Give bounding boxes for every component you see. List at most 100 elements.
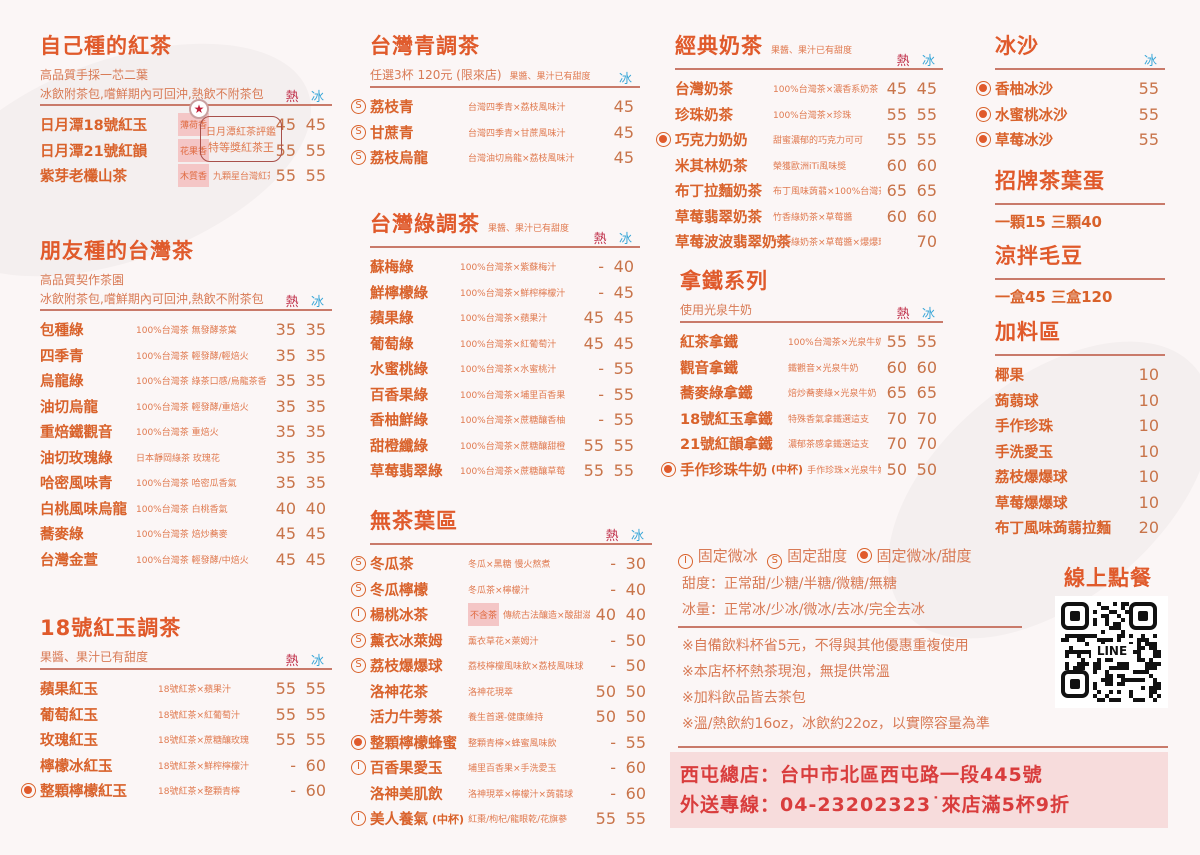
menu-item[interactable]: 紅茶拿鐵 100%台灣茶×光泉牛奶 55 55 — [680, 329, 943, 355]
menu-item[interactable]: 蘇梅綠 100%台灣茶×紫蘇梅汁 -40 — [370, 254, 640, 280]
item-description: 100%台灣茶×水蜜桃汁 — [460, 365, 557, 376]
item-name: 葡萄紅玉 — [40, 707, 98, 724]
menu-item[interactable]: 草莓爆爆球 10 — [995, 490, 1165, 516]
menu-item[interactable]: 椰果 10 — [995, 362, 1165, 388]
fixed-sweet-icon: S — [351, 581, 366, 597]
menu-item[interactable]: 21號紅韻拿鐵 濃郁茶感拿鐵選這支 70 70 — [680, 431, 943, 457]
line-qr-code[interactable]: LINE — [1055, 596, 1168, 708]
menu-item[interactable]: 洛神美肌飲 洛神現萃×檸檬汁×蒟蒻球 -60 — [370, 781, 652, 807]
ice-label: 冰 — [921, 54, 935, 69]
menu-item[interactable]: 哈密風味青 100%台灣茶 哈密瓜香氣 35 35 — [40, 470, 332, 496]
menu-item[interactable]: S 冬瓜檸檬 冬瓜茶×檸檬汁 -40 — [351, 577, 652, 603]
menu-item[interactable]: 草莓翡翠奶茶 竹香綠奶茶×草莓醬 60 60 — [675, 204, 943, 230]
menu-item[interactable]: 包種綠 100%台灣茶 無發酵茶葉 35 35 — [40, 317, 332, 343]
hot-price: 35 — [275, 371, 296, 391]
item-name: 活力牛蒡茶 — [370, 710, 443, 727]
menu-item[interactable]: 台灣奶茶 100%台灣茶×濃香系奶茶 45 45 — [675, 76, 943, 102]
menu-item[interactable]: 葡萄綠 100%台灣茶×紅葡萄汁 45 45 — [370, 331, 640, 357]
menu-item[interactable]: 手洗愛玉 10 — [995, 439, 1165, 465]
menu-item[interactable]: 荔枝爆爆球 10 — [995, 464, 1165, 490]
menu-item[interactable]: I 美人養氣 (中杯) 紅棗/枸杞/龍眼乾/花旗蔘 55 55 — [351, 806, 652, 832]
item-name: 香柚冰沙 — [995, 82, 1053, 99]
menu-item[interactable]: 水蜜桃冰沙 55 — [976, 102, 1165, 128]
menu-item[interactable]: S 荔枝烏龍 台灣油切烏龍×荔枝風味汁 45 — [351, 145, 640, 171]
menu-item[interactable]: S 薰衣冰萊姆 薰衣草花×萊姆汁 -50 — [351, 628, 652, 654]
menu-item[interactable]: 蘋果綠 100%台灣茶×蘋果汁 45 45 — [370, 305, 640, 331]
menu-item[interactable]: 18號紅玉拿鐵 特殊香氣拿鐵選這支 70 70 — [680, 406, 943, 432]
menu-item[interactable]: 整顆檸檬蜂蜜 整顆青檸×蜂蜜風味飲 -55 — [351, 730, 652, 756]
menu-item[interactable]: 草莓翡翠綠 100%台灣茶×蔗糖釀草莓 55 55 — [370, 458, 640, 484]
item-name: 手作珍珠牛奶 — [680, 462, 767, 479]
menu-item[interactable]: 草莓波波翡翠奶茶 竹香綠奶茶×草莓醬×爆爆球 70 — [675, 229, 943, 255]
menu-item[interactable]: 活力牛蒡茶 養生首選-健康維持 50 50 — [370, 704, 652, 730]
item-name: 台灣金萱 — [40, 552, 98, 569]
menu-item[interactable]: 香柚冰沙 55 — [976, 76, 1165, 102]
menu-item[interactable]: 油切玫瑰綠 日本靜岡綠茶 玫瑰花 35 35 — [40, 445, 332, 471]
hot-price: 55 — [275, 679, 296, 699]
hot-price: 60 — [886, 155, 907, 175]
item-description: 100%台灣茶×濃香系奶茶 — [773, 85, 879, 96]
item-description: 九顆星台灣紅茶 — [213, 172, 270, 183]
menu-item[interactable]: 布丁風味蒟蒻拉麵 20 — [995, 515, 1165, 541]
menu-item[interactable]: 日月潭21號紅韻 花果香 55 55 — [40, 138, 332, 164]
menu-item[interactable]: 水蜜桃綠 100%台灣茶×水蜜桃汁 -55 — [370, 356, 640, 382]
section-toppings: 加料區 椰果 10 蒟蒻球 10 手作珍珠 10 手洗愛玉 10 荔枝爆爆球 10 草莓爆爆球 10 布丁… — [995, 316, 1165, 537]
section-divider — [680, 321, 943, 323]
item-description: 台灣四季青×甘蔗風味汁 — [468, 128, 566, 139]
menu-item[interactable]: 洛神花茶 洛神花現萃 50 50 — [370, 679, 652, 705]
menu-item[interactable]: S 甘蔗青 台灣四季青×甘蔗風味汁 45 — [351, 120, 640, 146]
menu-item[interactable]: 檸檬冰紅玉 18號紅茶×鮮榨檸檬汁 -60 — [40, 753, 332, 779]
menu-item[interactable]: 整顆檸檬紅玉 18號紅茶×整顆青檸 -60 — [21, 778, 332, 804]
section-title: 無茶葉區 — [370, 509, 458, 533]
item-description: 100%台灣茶×紅葡萄汁 — [460, 339, 557, 350]
hot-price: 35 — [275, 422, 296, 442]
menu-item[interactable]: I 百香果愛玉 埔里百香果×手洗愛玉 -60 — [351, 755, 652, 781]
menu-item[interactable]: S 荔枝青 台灣四季青×荔枝風味汁 45 — [351, 94, 640, 120]
menu-item[interactable]: 甜橙纖綠 100%台灣茶×蔗糖釀甜橙 55 55 — [370, 433, 640, 459]
menu-item[interactable]: 蕎麥綠 100%台灣茶 焙炒蕎麥 45 45 — [40, 521, 332, 547]
menu-item[interactable]: 鮮檸檬綠 100%台灣茶×鮮榨檸檬汁 -45 — [370, 280, 640, 306]
item-list: 紅茶拿鐵 100%台灣茶×光泉牛奶 55 55 觀音拿鐵 鐵觀音×光泉牛奶 60 60 蕎麥綠拿… — [661, 329, 943, 483]
menu-item[interactable]: 白桃風味烏龍 100%台灣茶 白桃香氣 40 40 — [40, 496, 332, 522]
menu-item[interactable]: 珍珠奶茶 100%台灣茶×珍珠 55 55 — [675, 102, 943, 128]
ice-price: 45 — [305, 549, 326, 569]
section-edamame: 涼拌毛豆 一盒45 三盒120 — [995, 240, 1165, 306]
menu-item[interactable]: 手作珍珠牛奶 (中杯) 手作珍珠×光泉牛奶 50 50 — [661, 457, 943, 483]
section-taiwan-tea: 朋友種的台灣茶 高品質契作茶園 冰飲附茶包,嚐鮮期內可回沖,熱飲不附茶包 熱 冰包種綠… — [40, 235, 332, 569]
menu-item[interactable]: 重焙鐵觀音 100%台灣茶 重焙火 35 35 — [40, 419, 332, 445]
menu-item[interactable]: 葡萄紅玉 18號紅茶×紅葡萄汁 55 55 — [40, 702, 332, 728]
menu-item[interactable]: 日月潭18號紅玉 薄荷香 45 45 — [40, 112, 332, 138]
fixed-both-icon — [856, 548, 872, 563]
menu-item[interactable]: 觀音拿鐵 鐵觀音×光泉牛奶 60 60 — [680, 355, 943, 381]
fixed-sweet-icon: S — [351, 632, 366, 648]
menu-item[interactable]: S 冬瓜茶 冬瓜×黑糖 慢火熬煮 -30 — [351, 551, 652, 577]
item-description: 薰衣草花×萊姆汁 — [468, 636, 539, 647]
menu-item[interactable]: 烏龍綠 100%台灣茶 綠茶口感/烏龍茶香 35 35 — [40, 368, 332, 394]
item-name: 哈密風味青 — [40, 476, 113, 493]
menu-item[interactable]: 蕎麥綠拿鐵 焙炒蕎麥綠×光泉牛奶 65 65 — [680, 380, 943, 406]
menu-item[interactable]: 巧克力奶奶 甜蜜濃郁的巧克力可可 55 55 — [656, 127, 943, 153]
menu-item[interactable]: 紫芽老欉山茶 木質香 九顆星台灣紅茶 55 55 — [40, 163, 332, 189]
ice-price: 50 — [625, 707, 646, 727]
menu-item[interactable]: 布丁拉麵奶茶 布丁風味蒟蒻×100%台灣茶 65 65 — [675, 178, 943, 204]
menu-item[interactable]: 台灣金萱 100%台灣茶 輕發酵/中焙火 45 45 — [40, 547, 332, 573]
menu-item[interactable]: 百香果綠 100%台灣茶×埔里百香果 -55 — [370, 382, 640, 408]
menu-item[interactable]: 蒟蒻球 10 — [995, 388, 1165, 414]
section-divider — [995, 354, 1165, 356]
item-description: 100%台灣茶 焙炒蕎麥 — [136, 530, 228, 541]
item-list: 蘇梅綠 100%台灣茶×紫蘇梅汁 -40 鮮檸檬綠 100%台灣茶×鮮榨檸檬汁 -45 蘋果… — [370, 254, 640, 484]
menu-item[interactable]: S 荔枝爆爆球 荔枝檸檬風味飲×荔枝風味球 -50 — [351, 653, 652, 679]
menu-item[interactable]: 四季青 100%台灣茶 輕發酵/輕焙火 35 35 — [40, 343, 332, 369]
menu-item[interactable]: 蘋果紅玉 18號紅茶×蘋果汁 55 55 — [40, 676, 332, 702]
item-name: 香柚鮮綠 — [370, 413, 428, 430]
menu-item[interactable]: 米其林奶茶 榮獲歐洲iTi風味獎 60 60 — [675, 153, 943, 179]
item-description: 100%台灣茶 無發酵茶葉 — [136, 326, 237, 337]
menu-item[interactable]: 草莓冰沙 55 — [976, 127, 1165, 153]
menu-item[interactable]: 手作珍珠 10 — [995, 413, 1165, 439]
menu-item[interactable]: 油切烏龍 100%台灣茶 輕發酵/重焙火 35 35 — [40, 394, 332, 420]
item-name: 玫瑰紅玉 — [40, 733, 98, 750]
menu-item[interactable]: 玫瑰紅玉 18號紅茶×蔗糖釀玫瑰 55 55 — [40, 727, 332, 753]
item-name: 四季青 — [40, 348, 84, 365]
menu-item[interactable]: 香柚鮮綠 100%台灣茶×蔗糖釀香柚 -55 — [370, 407, 640, 433]
